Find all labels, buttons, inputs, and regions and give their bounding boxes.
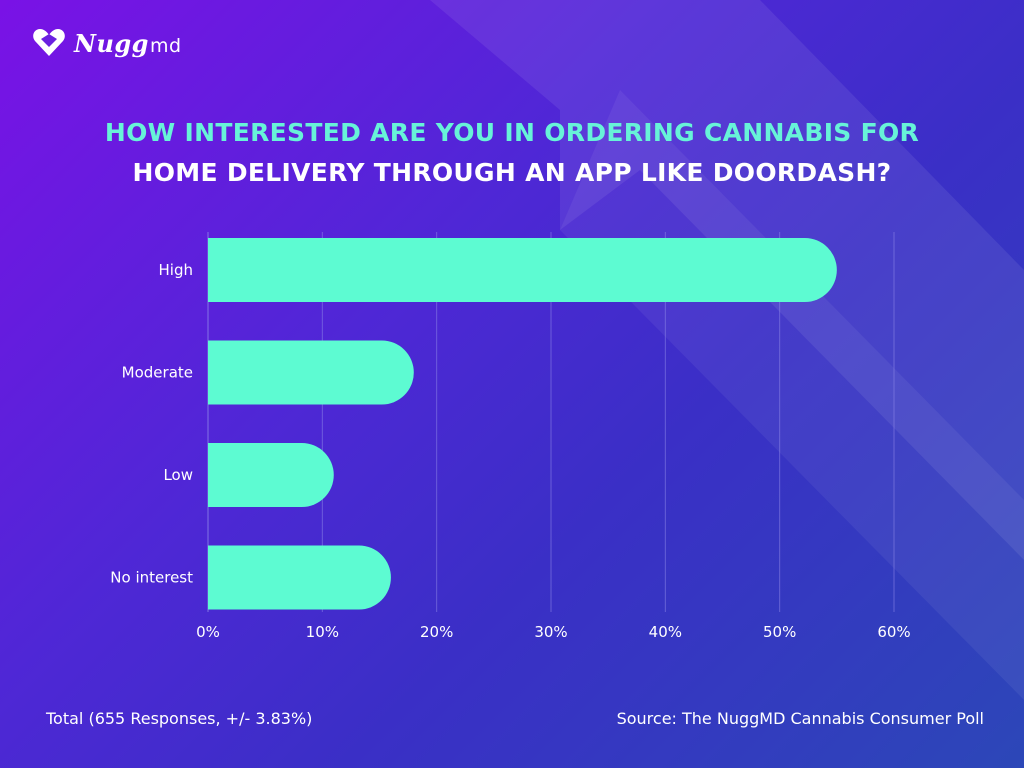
brand-name-suffix: md (149, 34, 182, 57)
chart-title-line-2: HOME DELIVERY THROUGH AN APP LIKE DOORDA… (132, 158, 892, 187)
brand-logo: Nuggmd (32, 26, 182, 60)
x-tick-label: 40% (649, 623, 682, 641)
bar-high (208, 238, 837, 302)
bar-moderate (208, 340, 414, 405)
category-label: Moderate (122, 364, 193, 382)
bar-no-interest (208, 545, 391, 610)
background-stripe-shape (430, 0, 1024, 560)
footer-source: Source: The NuggMD Cannabis Consumer Pol… (616, 709, 984, 728)
x-tick-label: 0% (196, 623, 220, 641)
category-label: High (159, 261, 193, 279)
x-tick-label: 50% (763, 623, 796, 641)
bar-low (208, 443, 334, 507)
x-tick-label: 30% (534, 623, 567, 641)
x-tick-label: 10% (306, 623, 339, 641)
category-label: Low (163, 466, 193, 484)
category-label: No interest (110, 569, 193, 587)
chart-title-line-1: HOW INTERESTED ARE YOU IN ORDERING CANNA… (104, 118, 920, 147)
heart-logo-icon (33, 29, 65, 56)
brand-name: Nuggmd (74, 28, 182, 58)
x-tick-label: 60% (877, 623, 910, 641)
x-tick-label: 20% (420, 623, 453, 641)
footer-total: Total (655 Responses, +/- 3.83%) (46, 709, 313, 728)
